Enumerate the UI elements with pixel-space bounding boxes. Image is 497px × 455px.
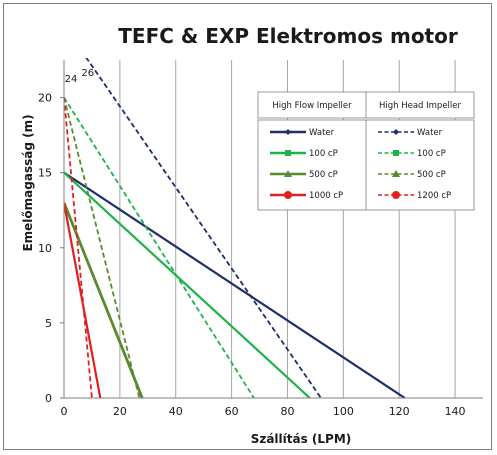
annotation-label: 26 bbox=[81, 68, 94, 79]
legend-marker-diamond bbox=[393, 129, 399, 135]
legend-header-1: High Head Impeller bbox=[379, 101, 462, 111]
legend-label-5: 100 cP bbox=[417, 149, 446, 159]
legend-label-3: 1000 cP bbox=[309, 191, 343, 201]
series-line-6 bbox=[64, 97, 141, 398]
legend: High Flow Impeller High Head Impeller Wate… bbox=[257, 91, 475, 211]
x-tick-label: 80 bbox=[280, 405, 294, 418]
y-tick-label: 10 bbox=[38, 242, 52, 255]
chart-title: TEFC & EXP Elektromos motor bbox=[118, 24, 458, 48]
x-tick-label: 40 bbox=[169, 405, 183, 418]
y-axis-label: Emelőmagasság (m) bbox=[21, 114, 35, 251]
legend-marker-circle bbox=[392, 191, 400, 199]
legend-label-7: 1200 cP bbox=[417, 191, 451, 201]
series-line-1 bbox=[64, 171, 311, 398]
series-layer bbox=[64, 58, 406, 398]
legend-marker-diamond bbox=[285, 129, 291, 135]
y-tick-label: 15 bbox=[38, 167, 52, 180]
legend-label-0: Water bbox=[309, 128, 335, 138]
annotation-label: 24 bbox=[65, 74, 78, 85]
y-tick-label: 20 bbox=[38, 92, 52, 105]
y-tick-label: 0 bbox=[45, 392, 52, 405]
legend-marker-circle bbox=[284, 191, 292, 199]
series-line-5 bbox=[64, 97, 255, 398]
legend-marker-triangle bbox=[284, 170, 292, 177]
series-line-4 bbox=[85, 58, 322, 398]
legend-label-4: Water bbox=[417, 128, 443, 138]
axes bbox=[60, 60, 483, 399]
legend-header-0: High Flow Impeller bbox=[272, 101, 352, 111]
x-tick-label: 140 bbox=[445, 405, 466, 418]
tick-labels: 0 20 40 60 80 100 120 140 0 5 10 15 20 bbox=[38, 92, 466, 418]
series-line-0 bbox=[64, 171, 406, 398]
chart-svg: TEFC & EXP Elektromos motor Emelőmagassá… bbox=[21, 24, 483, 446]
x-tick-label: 100 bbox=[333, 405, 354, 418]
legend-marker-square bbox=[285, 150, 291, 156]
legend-label-1: 100 cP bbox=[309, 149, 338, 159]
legend-label-6: 500 cP bbox=[417, 170, 446, 180]
legend-marker-square bbox=[393, 150, 399, 156]
x-tick-label: 60 bbox=[225, 405, 239, 418]
x-axis-label: Szállítás (LPM) bbox=[251, 432, 352, 446]
x-tick-label: 120 bbox=[389, 405, 410, 418]
chart-frame: TEFC & EXP Elektromos motor Emelőmagassá… bbox=[3, 3, 492, 450]
x-tick-label: 20 bbox=[113, 405, 127, 418]
y-tick-label: 5 bbox=[45, 317, 52, 330]
legend-marker-triangle bbox=[392, 170, 400, 177]
series-line-2 bbox=[64, 202, 144, 398]
series-line-7 bbox=[64, 97, 93, 398]
x-tick-label: 0 bbox=[61, 405, 68, 418]
legend-label-2: 500 cP bbox=[309, 170, 338, 180]
